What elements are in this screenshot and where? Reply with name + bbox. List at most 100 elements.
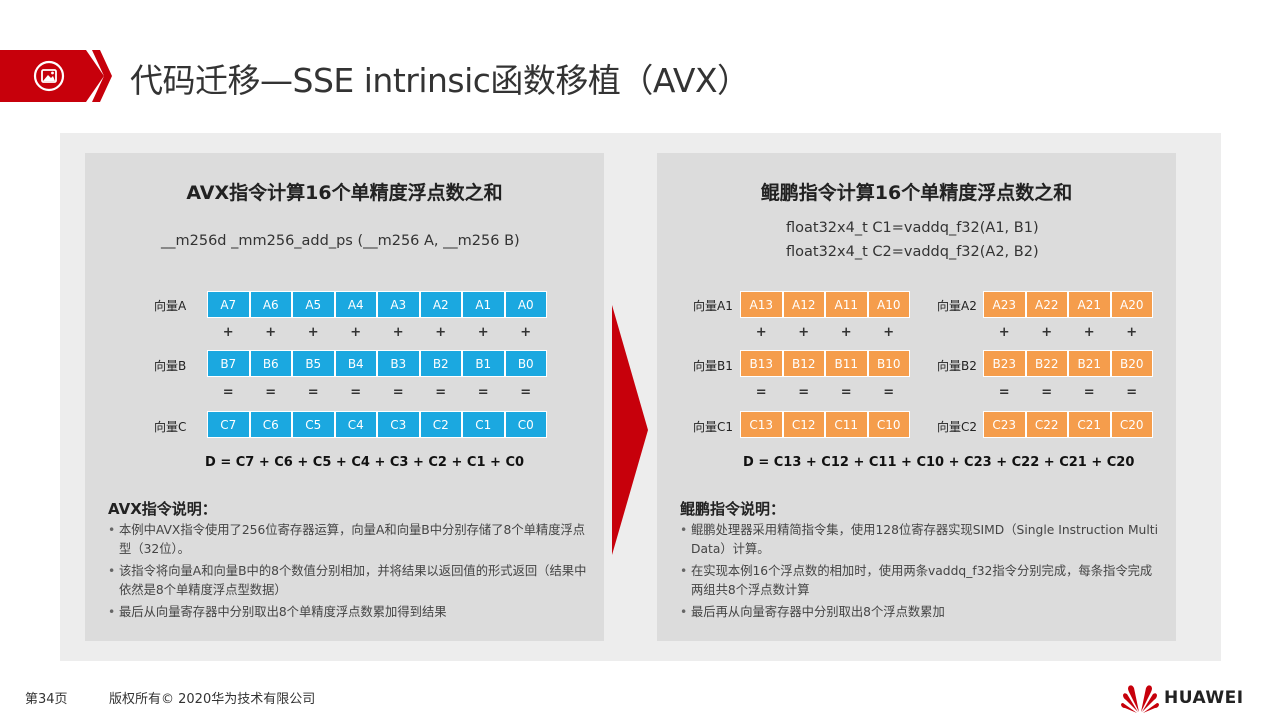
register-cell: C21 [1068, 411, 1111, 438]
register-cell: A11 [825, 291, 868, 318]
register-cell: B13 [740, 350, 783, 377]
vector-c-label: 向量C [154, 420, 187, 434]
kunpeng-panel-title: 鲲鹏指令计算16个单精度浮点数之和 [760, 182, 1073, 204]
register-cell: B23 [983, 350, 1026, 377]
register-cell: C7 [207, 411, 250, 438]
plus-sign: + [222, 325, 234, 340]
plus-sign: + [265, 325, 277, 340]
register-cell: A1 [462, 291, 505, 318]
plus-operators: + + + + + + + + [207, 325, 547, 340]
register-cell: C22 [1025, 411, 1068, 438]
list-item: 鲲鹏处理器采用精简指令集，使用128位寄存器实现SIMD（Single Inst… [680, 521, 1158, 559]
equals-operators: = = = = [983, 385, 1153, 400]
vector-a1-label: 向量A1 [693, 299, 733, 313]
register-cell: C12 [782, 411, 825, 438]
vector-c-register: C7 C6 C5 C4 C3 C2 C1 C0 [207, 411, 547, 438]
avx-notes-list: 本例中AVX指令使用了256位寄存器运算，向量A和向量B中分别存储了8个单精度浮… [108, 521, 588, 625]
register-cell: A22 [1025, 291, 1068, 318]
kunpeng-notes-title: 鲲鹏指令说明： [680, 500, 786, 518]
title-banner [0, 50, 112, 102]
register-cell: C2 [419, 411, 462, 438]
register-cell: C20 [1110, 411, 1153, 438]
register-cell: C0 [504, 411, 547, 438]
equals-sign: = [798, 385, 810, 400]
equals-sign: = [435, 385, 447, 400]
vector-c1-label: 向量C1 [693, 420, 734, 434]
plus-sign: + [435, 325, 447, 340]
list-item: 本例中AVX指令使用了256位寄存器运算，向量A和向量B中分别存储了8个单精度浮… [108, 521, 588, 559]
plus-sign: + [840, 325, 852, 340]
register-cell: A6 [249, 291, 292, 318]
register-cell: C13 [740, 411, 783, 438]
vector-a2-register: A23 A22 A21 A20 [983, 291, 1153, 318]
register-cell: C11 [825, 411, 868, 438]
equals-sign: = [307, 385, 319, 400]
register-cell: A2 [419, 291, 462, 318]
plus-sign: + [755, 325, 767, 340]
huawei-logo-icon [1121, 685, 1159, 713]
plus-sign: + [1126, 325, 1138, 340]
register-cell: B3 [377, 350, 420, 377]
list-item: 在实现本例16个浮点数的相加时，使用两条vaddq_f32指令分别完成，每条指令… [680, 562, 1158, 600]
register-cell: A21 [1068, 291, 1111, 318]
vector-a-label: 向量A [154, 299, 187, 313]
plus-sign: + [392, 325, 404, 340]
avx-panel [85, 153, 604, 641]
brand-name: HUAWEI [1164, 688, 1244, 708]
page-title: 代码迁移—SSE intrinsic函数移植（AVX） [130, 61, 750, 100]
avx-sum-formula: D = C7 + C6 + C5 + C4 + C3 + C2 + C1 + C… [205, 455, 525, 470]
plus-sign: + [798, 325, 810, 340]
register-cell: B7 [207, 350, 250, 377]
equals-sign: = [350, 385, 362, 400]
register-cell: A5 [292, 291, 335, 318]
register-cell: C23 [983, 411, 1026, 438]
vector-c2-label: 向量C2 [937, 420, 978, 434]
register-cell: B1 [462, 350, 505, 377]
register-cell: B11 [825, 350, 868, 377]
plus-operators: + + + + [983, 325, 1153, 340]
register-cell: A4 [334, 291, 377, 318]
vector-a2-label: 向量A2 [937, 299, 977, 313]
vector-c1-register: C13 C12 C11 C10 [740, 411, 910, 438]
picture-icon [33, 60, 65, 92]
register-cell: C6 [249, 411, 292, 438]
vector-b1-register: B13 B12 B11 B10 [740, 350, 910, 377]
register-cell: A3 [377, 291, 420, 318]
equals-sign: = [222, 385, 234, 400]
plus-sign: + [477, 325, 489, 340]
avx-code: __m256d _mm256_add_ps (__m256 A, __m256 … [161, 233, 520, 249]
plus-sign: + [520, 325, 532, 340]
plus-sign: + [350, 325, 362, 340]
vector-b-label: 向量B [154, 359, 187, 373]
register-cell: B20 [1110, 350, 1153, 377]
equals-sign: = [392, 385, 404, 400]
plus-sign: + [1041, 325, 1053, 340]
copyright: 版权所有© 2020华为技术有限公司 [109, 692, 316, 707]
plus-sign: + [998, 325, 1010, 340]
register-cell: A12 [782, 291, 825, 318]
kunpeng-notes-list: 鲲鹏处理器采用精简指令集，使用128位寄存器实现SIMD（Single Inst… [680, 521, 1158, 625]
kunpeng-code-1: float32x4_t C1=vaddq_f32(A1, B1) [786, 220, 1039, 236]
vector-c2-register: C23 C22 C21 C20 [983, 411, 1153, 438]
transition-arrow-icon [612, 305, 648, 555]
register-cell: A10 [867, 291, 910, 318]
register-cell: C10 [867, 411, 910, 438]
list-item: 该指令将向量A和向量B中的8个数值分别相加，并将结果以返回值的形式返回（结果中依… [108, 562, 588, 600]
register-cell: A13 [740, 291, 783, 318]
equals-sign: = [520, 385, 532, 400]
register-cell: C3 [377, 411, 420, 438]
vector-b-register: B7 B6 B5 B4 B3 B2 B1 B0 [207, 350, 547, 377]
equals-operators: = = = = [740, 385, 910, 400]
equals-operators: = = = = = = = = [207, 385, 547, 400]
kunpeng-panel [657, 153, 1176, 641]
equals-sign: = [1083, 385, 1095, 400]
vector-b1-label: 向量B1 [693, 359, 733, 373]
equals-sign: = [1041, 385, 1053, 400]
register-cell: B21 [1068, 350, 1111, 377]
kunpeng-sum-formula: D = C13 + C12 + C11 + C10 + C23 + C22 + … [743, 455, 1135, 470]
equals-sign: = [477, 385, 489, 400]
vector-b2-register: B23 B22 B21 B20 [983, 350, 1153, 377]
vector-b2-label: 向量B2 [937, 359, 977, 373]
equals-sign: = [265, 385, 277, 400]
equals-sign: = [755, 385, 767, 400]
